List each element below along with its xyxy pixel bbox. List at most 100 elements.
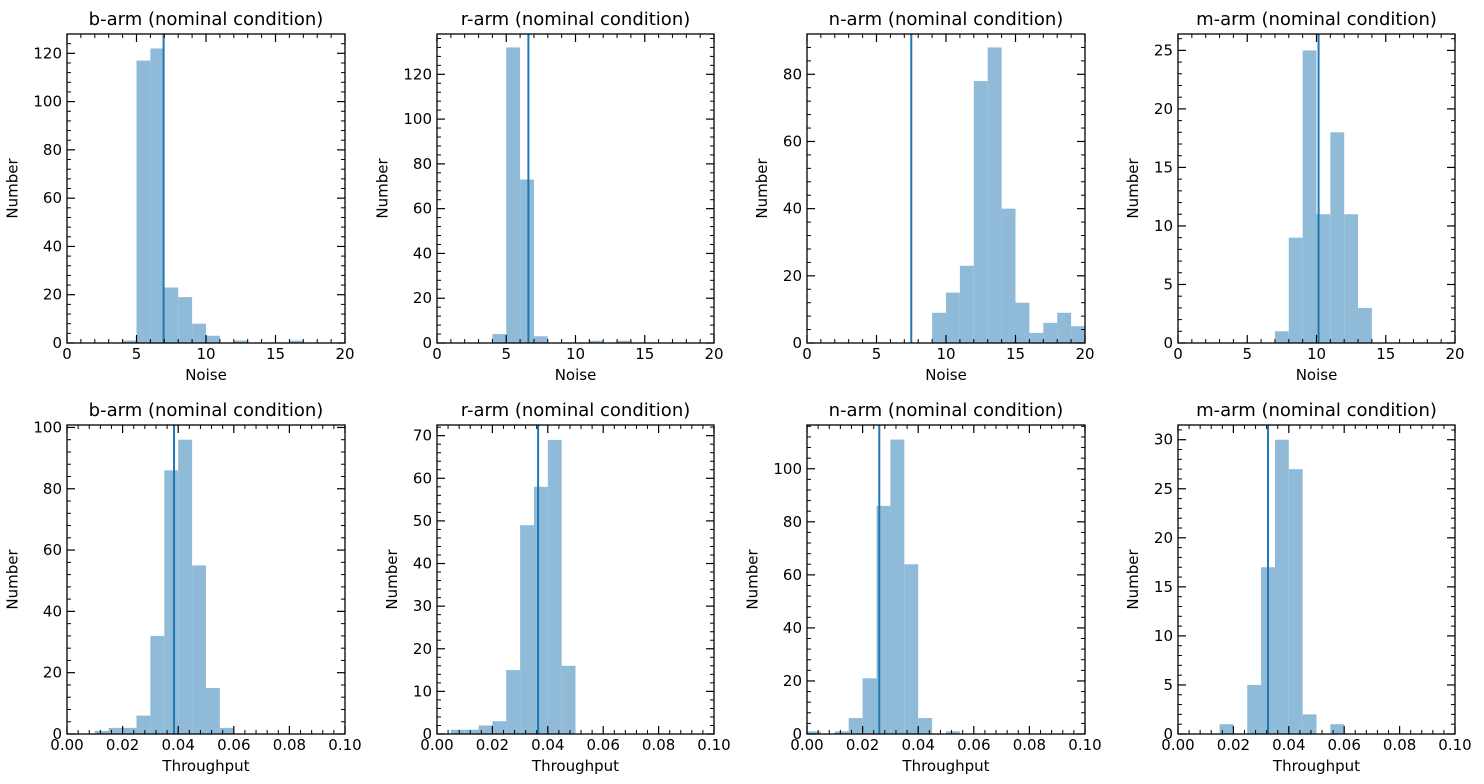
- y-tick-label: 70: [413, 427, 432, 445]
- x-tick-label: 0.08: [642, 736, 675, 754]
- histogram-bar: [1219, 724, 1234, 734]
- y-axis-label: Number: [383, 549, 401, 610]
- histogram-bar: [150, 635, 165, 734]
- y-tick-label: 60: [413, 469, 432, 487]
- x-tick-label: 0: [802, 345, 812, 363]
- histogram-bar: [178, 297, 193, 343]
- y-tick-label: 0: [422, 725, 432, 743]
- y-tick-label: 80: [783, 513, 802, 531]
- y-tick-label: 60: [783, 132, 802, 150]
- y-tick-label: 25: [1154, 480, 1173, 498]
- y-tick-label: 100: [33, 418, 62, 436]
- histogram-bar: [918, 718, 933, 734]
- y-tick-label: 20: [783, 672, 802, 690]
- x-tick-label: 20: [704, 345, 723, 363]
- y-tick-label: 20: [1154, 100, 1173, 118]
- x-tick-label: 5: [1242, 345, 1252, 363]
- histogram-bar: [1288, 469, 1303, 734]
- histogram-bar: [1274, 331, 1289, 343]
- axes-frame: [66, 424, 346, 735]
- x-tick-label: 0.02: [476, 736, 509, 754]
- y-tick-label: 80: [413, 155, 432, 173]
- y-axis-label: Number: [744, 549, 762, 610]
- histogram-bar: [1302, 714, 1317, 734]
- y-tick-label: 40: [413, 555, 432, 573]
- x-tick-label: 0.08: [1383, 736, 1416, 754]
- x-tick-label: 5: [501, 345, 511, 363]
- subplot-title: b-arm (nominal condition): [89, 400, 324, 421]
- x-tick-label: 0.00: [50, 736, 83, 754]
- x-tick-label: 0.02: [846, 736, 879, 754]
- histogram-bar: [946, 731, 960, 734]
- subplot-1: 0 5 10 15 20 0 20 40 60 80 100 120 b-arm (nominal co…: [4, 9, 355, 384]
- axes-frame: [806, 424, 1086, 735]
- x-axis-label: Noise: [925, 366, 967, 384]
- histogram-bar: [136, 715, 151, 734]
- x-tick-label: 0.04: [901, 736, 934, 754]
- histogram-bar: [122, 340, 137, 343]
- subplot-6: 0.00 0.02 0.04 0.06 0.08 0.10 0 10 20 30 40 50 60 70 r…: [383, 400, 731, 775]
- histogram-bar: [959, 265, 974, 343]
- histogram-bar: [289, 340, 304, 343]
- x-tick-label: 0.00: [1161, 736, 1194, 754]
- y-tick-label: 20: [43, 286, 62, 304]
- histogram-bar: [1316, 214, 1331, 343]
- y-tick-label: 60: [413, 200, 432, 218]
- x-tick-label: 0.06: [957, 736, 990, 754]
- y-tick-label: 120: [403, 65, 432, 83]
- histogram-bar: [1043, 322, 1058, 343]
- y-tick-label: 20: [783, 267, 802, 285]
- y-tick-label: 10: [1154, 217, 1173, 235]
- subplot-title: r-arm (nominal condition): [461, 9, 691, 30]
- subplot-title: n-arm (nominal condition): [829, 9, 1064, 30]
- y-tick-label: 80: [783, 65, 802, 83]
- y-tick-label: 5: [1163, 676, 1173, 694]
- y-axis-label: Number: [4, 549, 22, 610]
- histogram-bar: [533, 486, 548, 734]
- y-tick-label: 15: [1154, 158, 1173, 176]
- y-tick-label: 60: [43, 189, 62, 207]
- histogram-bar: [192, 323, 206, 343]
- histogram-bar: [1302, 50, 1317, 344]
- x-tick-label: 20: [1445, 345, 1464, 363]
- histogram-bar: [464, 729, 479, 734]
- subplot-4: 0 5 10 15 20 0 5 10 15 20 25 m-arm (nominal conditi…: [1124, 9, 1465, 384]
- y-tick-label: 40: [413, 244, 432, 262]
- histogram-bar: [136, 60, 151, 343]
- y-tick-label: 10: [1154, 627, 1173, 645]
- histogram-bar: [1015, 302, 1030, 343]
- y-tick-label: 100: [33, 93, 62, 111]
- x-tick-label: 0.06: [586, 736, 619, 754]
- histogram-bar: [1001, 208, 1016, 343]
- histogram-bar: [1071, 326, 1085, 343]
- subplot-title: n-arm (nominal condition): [829, 400, 1064, 421]
- histogram-bar: [932, 312, 946, 343]
- y-tick-label: 0: [52, 725, 62, 743]
- histogram-bar: [848, 718, 863, 734]
- x-tick-label: 15: [1376, 345, 1395, 363]
- histogram-bar: [807, 731, 821, 734]
- histogram-bar: [862, 678, 877, 734]
- histogram-bar: [233, 340, 248, 343]
- x-tick-label: 15: [635, 345, 654, 363]
- y-tick-label: 120: [33, 44, 62, 62]
- y-axis-label: Number: [753, 158, 771, 219]
- y-tick-label: 5: [1163, 275, 1173, 293]
- x-tick-label: 0.02: [106, 736, 139, 754]
- y-tick-label: 20: [1154, 529, 1173, 547]
- histogram-bar: [946, 292, 960, 343]
- histogram-bar: [150, 48, 165, 343]
- x-tick-label: 0.02: [1217, 736, 1250, 754]
- x-axis-label: Throughput: [161, 757, 249, 775]
- subplot-title: b-arm (nominal condition): [89, 9, 324, 30]
- y-tick-label: 25: [1154, 41, 1173, 59]
- histogram-bar: [206, 688, 220, 734]
- x-tick-label: 0.04: [161, 736, 194, 754]
- y-tick-label: 100: [773, 460, 802, 478]
- histogram-bar: [164, 470, 179, 734]
- y-tick-label: 80: [43, 480, 62, 498]
- histogram-bar: [1288, 237, 1303, 343]
- y-tick-label: 15: [1154, 578, 1173, 596]
- axes-frame: [66, 33, 346, 344]
- y-axis-label: Number: [1124, 549, 1142, 610]
